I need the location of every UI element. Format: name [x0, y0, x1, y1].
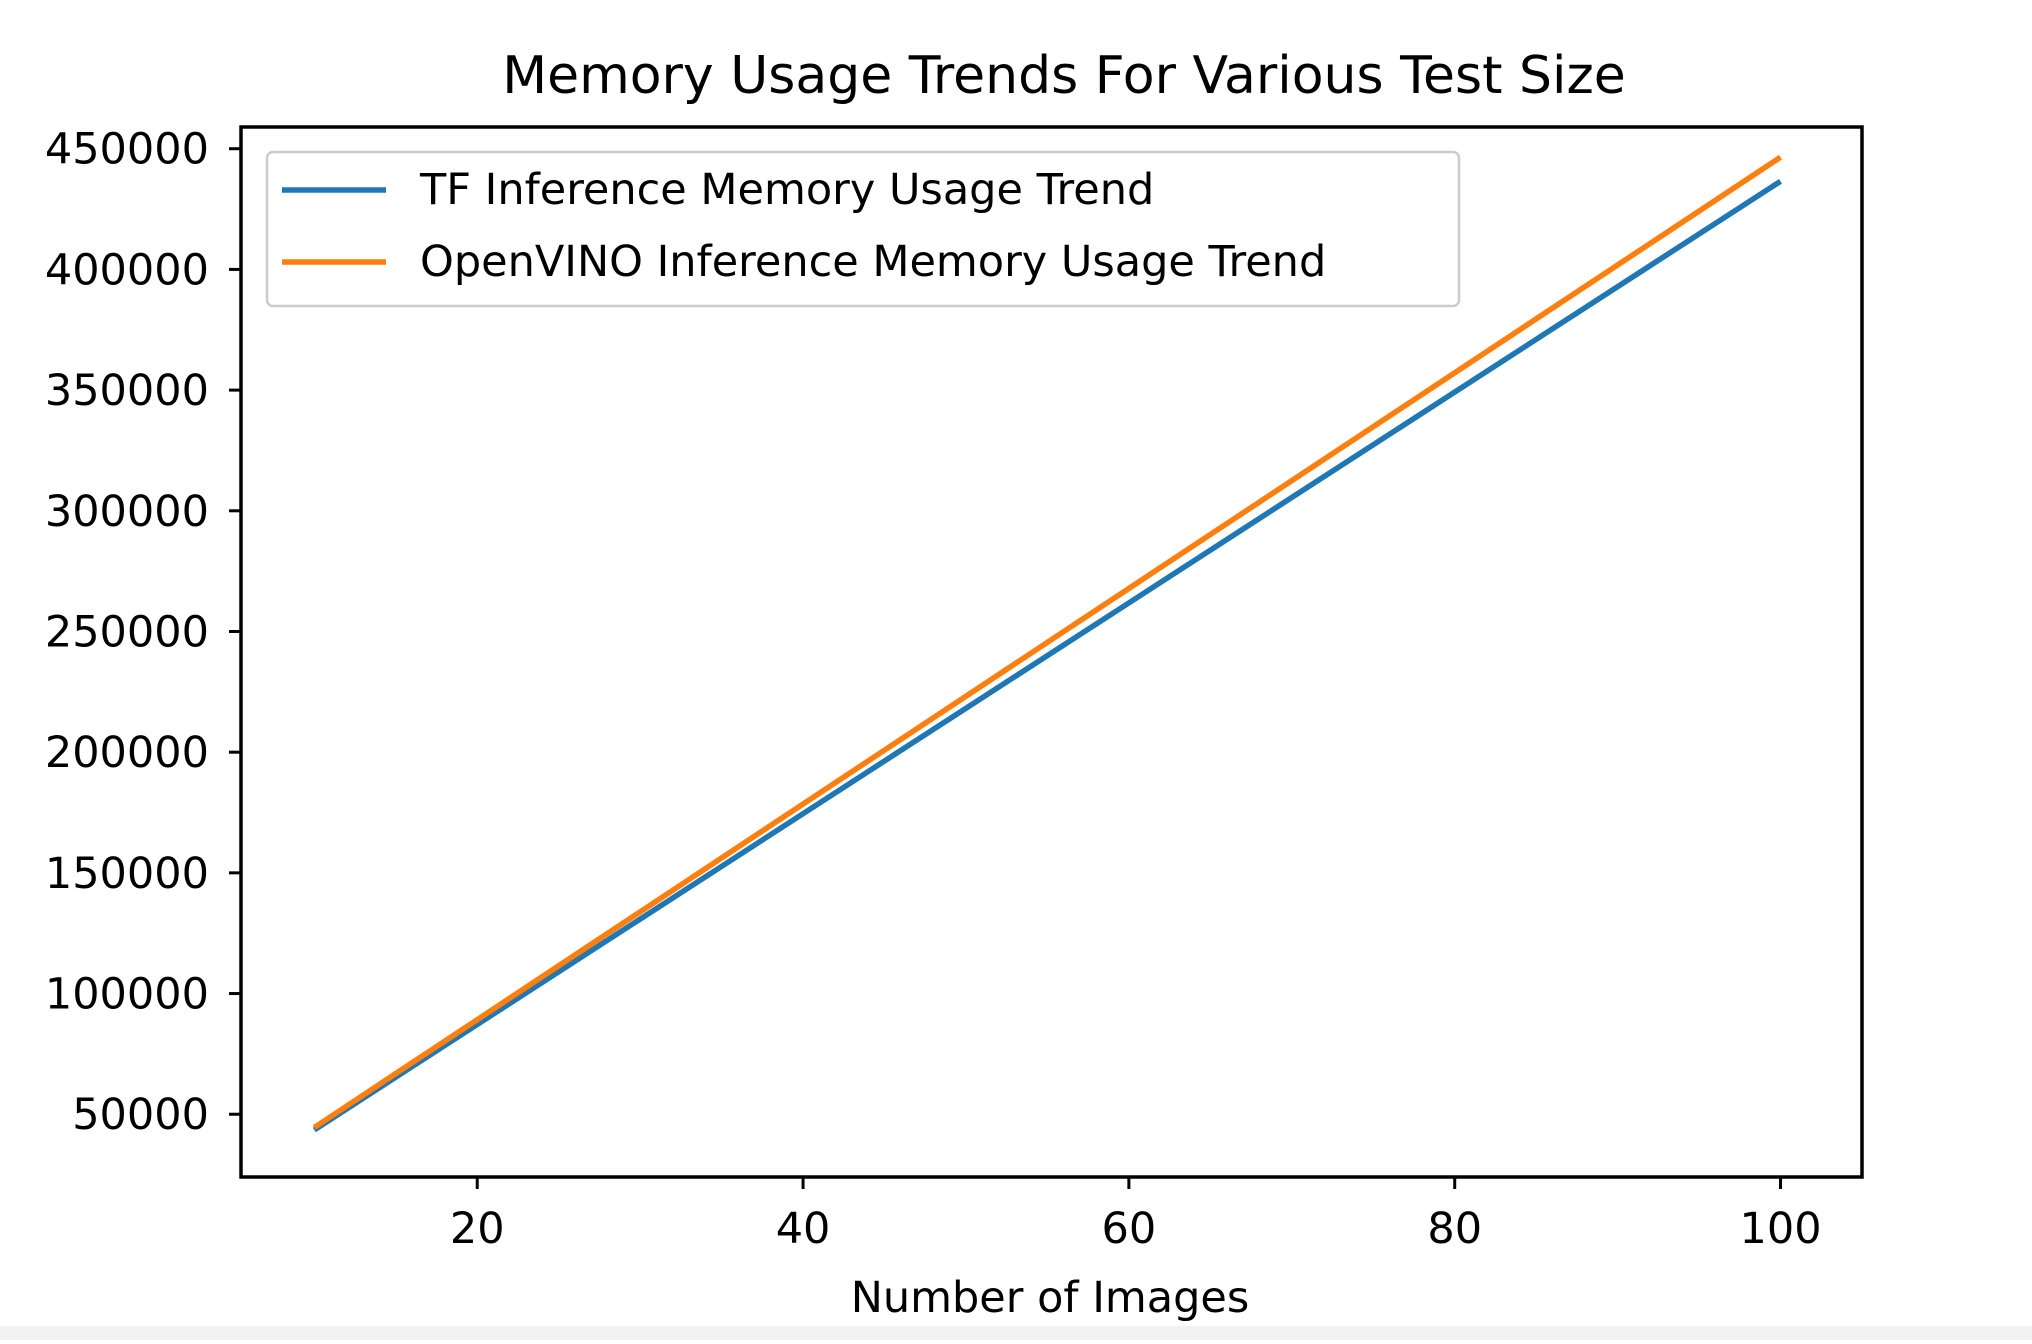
series-line-tf [312, 178, 1782, 1133]
legend: TF Inference Memory Usage Trend OpenVINO… [265, 150, 1461, 308]
series-line-openvino [312, 154, 1783, 1130]
y-tick-label: 300000 [45, 487, 209, 537]
legend-label-tf: TF Inference Memory Usage Trend [419, 165, 1154, 215]
y-tick-label: 50000 [72, 1090, 209, 1140]
plot-area-frame [239, 125, 1864, 1179]
x-tick-label: 80 [1427, 1204, 1482, 1254]
y-tick-label: 150000 [45, 849, 209, 899]
y-tick-label: 350000 [45, 366, 209, 416]
legend-box [265, 150, 1461, 308]
x-tick-label: 100 [1740, 1204, 1822, 1254]
y-tick-label: 200000 [45, 728, 209, 778]
y-tick-label: 250000 [45, 607, 209, 657]
legend-label-openvino: OpenVINO Inference Memory Usage Trend [420, 237, 1326, 287]
x-axis-ticks: 20 40 60 80 100 [450, 1177, 1822, 1254]
x-axis-label: Number of Images [851, 1273, 1250, 1323]
chart-title: Memory Usage Trends For Various Test Siz… [502, 46, 1626, 106]
y-tick-label: 400000 [45, 245, 209, 295]
y-tick-label: 100000 [45, 970, 209, 1020]
series-layer [312, 154, 1783, 1133]
window-bottom-strip [0, 1326, 2032, 1340]
x-tick-label: 60 [1102, 1204, 1157, 1254]
x-tick-label: 20 [450, 1204, 505, 1254]
y-axis-ticks: 50000 100000 150000 200000 250000 300000 35000… [45, 125, 241, 1140]
x-tick-label: 40 [776, 1204, 831, 1254]
y-tick-label: 450000 [45, 125, 209, 175]
